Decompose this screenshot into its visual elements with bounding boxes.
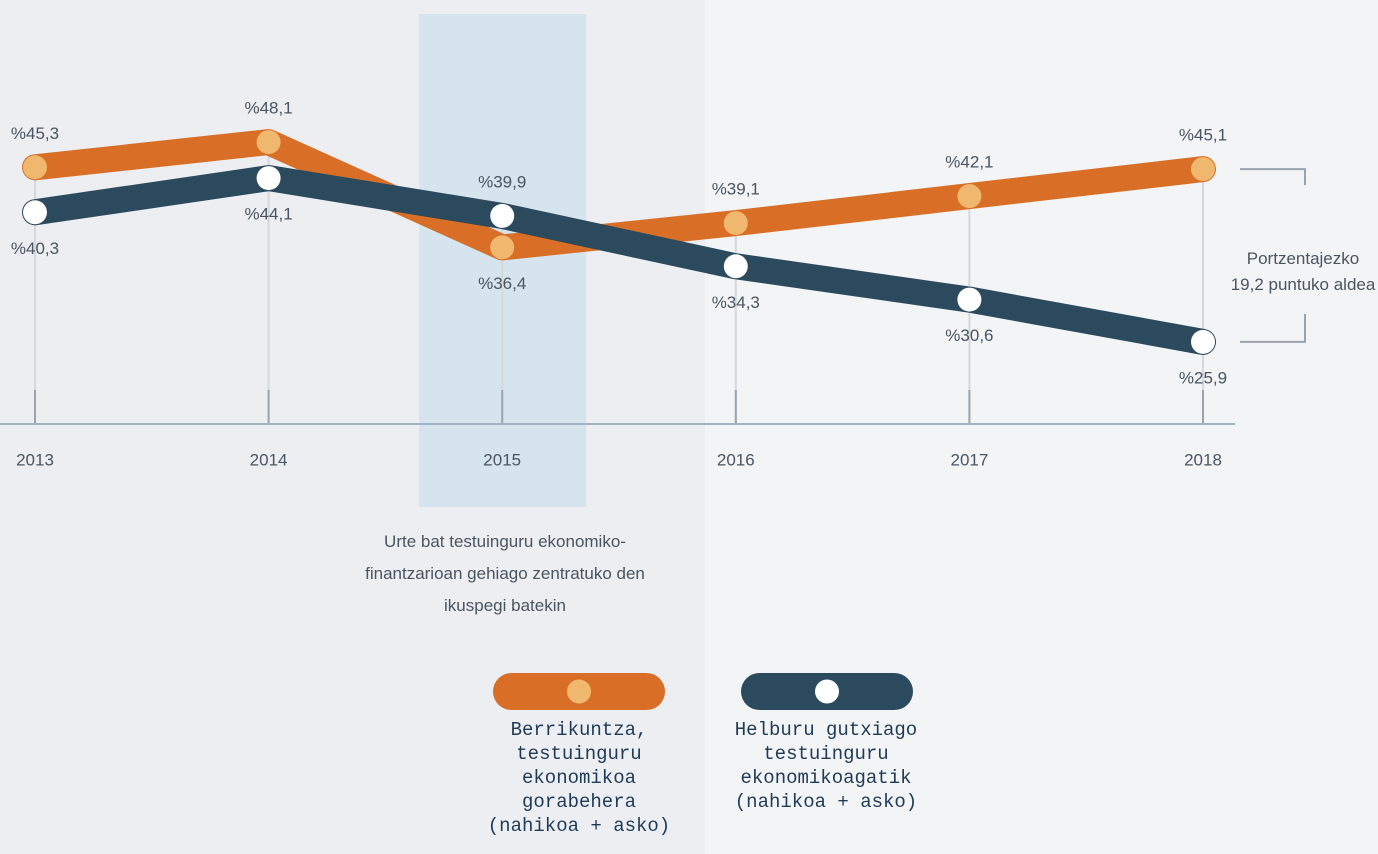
series-line	[35, 178, 1203, 342]
data-point	[490, 235, 514, 259]
highlight-note: Urte bat testuinguru ekonomiko-finantzar…	[345, 526, 665, 622]
chart-page: 2013 2014 2015 2016 2017 2018 %45,3 %48,1 %36,4%…	[0, 0, 1378, 854]
value-label: %45,1	[1179, 126, 1227, 145]
value-label: %30,6	[945, 326, 993, 345]
legend-label: Helburu gutxiago testuinguru ekonomikoag…	[731, 718, 921, 814]
data-point	[23, 155, 47, 179]
x-tick-label: 2016	[717, 450, 755, 469]
data-point	[23, 200, 47, 224]
value-label: %34,3	[712, 293, 760, 312]
data-point	[1191, 330, 1215, 354]
value-label: %42,1	[945, 153, 993, 172]
data-point	[490, 204, 514, 228]
data-point	[724, 211, 748, 235]
x-tick-label: 2018	[1184, 450, 1222, 469]
value-label: %39,9	[478, 172, 526, 191]
gap-bracket	[1240, 169, 1305, 185]
x-tick-label: 2013	[16, 450, 54, 469]
data-point	[957, 184, 981, 208]
legend-marker	[567, 680, 591, 704]
legend-label: Berrikuntza, testuinguru ekonomikoa gora…	[484, 718, 674, 838]
data-point	[1191, 157, 1215, 181]
data-point	[257, 130, 281, 154]
gap-note: Portzentajezko 19,2 puntuko aldea	[1228, 246, 1378, 298]
x-tick-label: 2017	[950, 450, 988, 469]
data-point	[957, 288, 981, 312]
value-label: %39,1	[712, 180, 760, 199]
chart: 2013 2014 2015 2016 2017 2018 %45,3 %48,1 %36,4%…	[0, 0, 1378, 854]
data-point	[257, 166, 281, 190]
value-label: %48,1	[244, 99, 292, 118]
value-label: %45,3	[11, 124, 59, 143]
x-tick-label: 2015	[483, 450, 521, 469]
value-label: %44,1	[244, 205, 292, 224]
value-label: %40,3	[11, 239, 59, 258]
legend-marker	[815, 680, 839, 704]
data-point	[724, 254, 748, 278]
x-tick-label: 2014	[250, 450, 288, 469]
gap-bracket	[1240, 314, 1305, 342]
value-label: %25,9	[1179, 368, 1227, 387]
value-label: %36,4	[478, 274, 526, 293]
